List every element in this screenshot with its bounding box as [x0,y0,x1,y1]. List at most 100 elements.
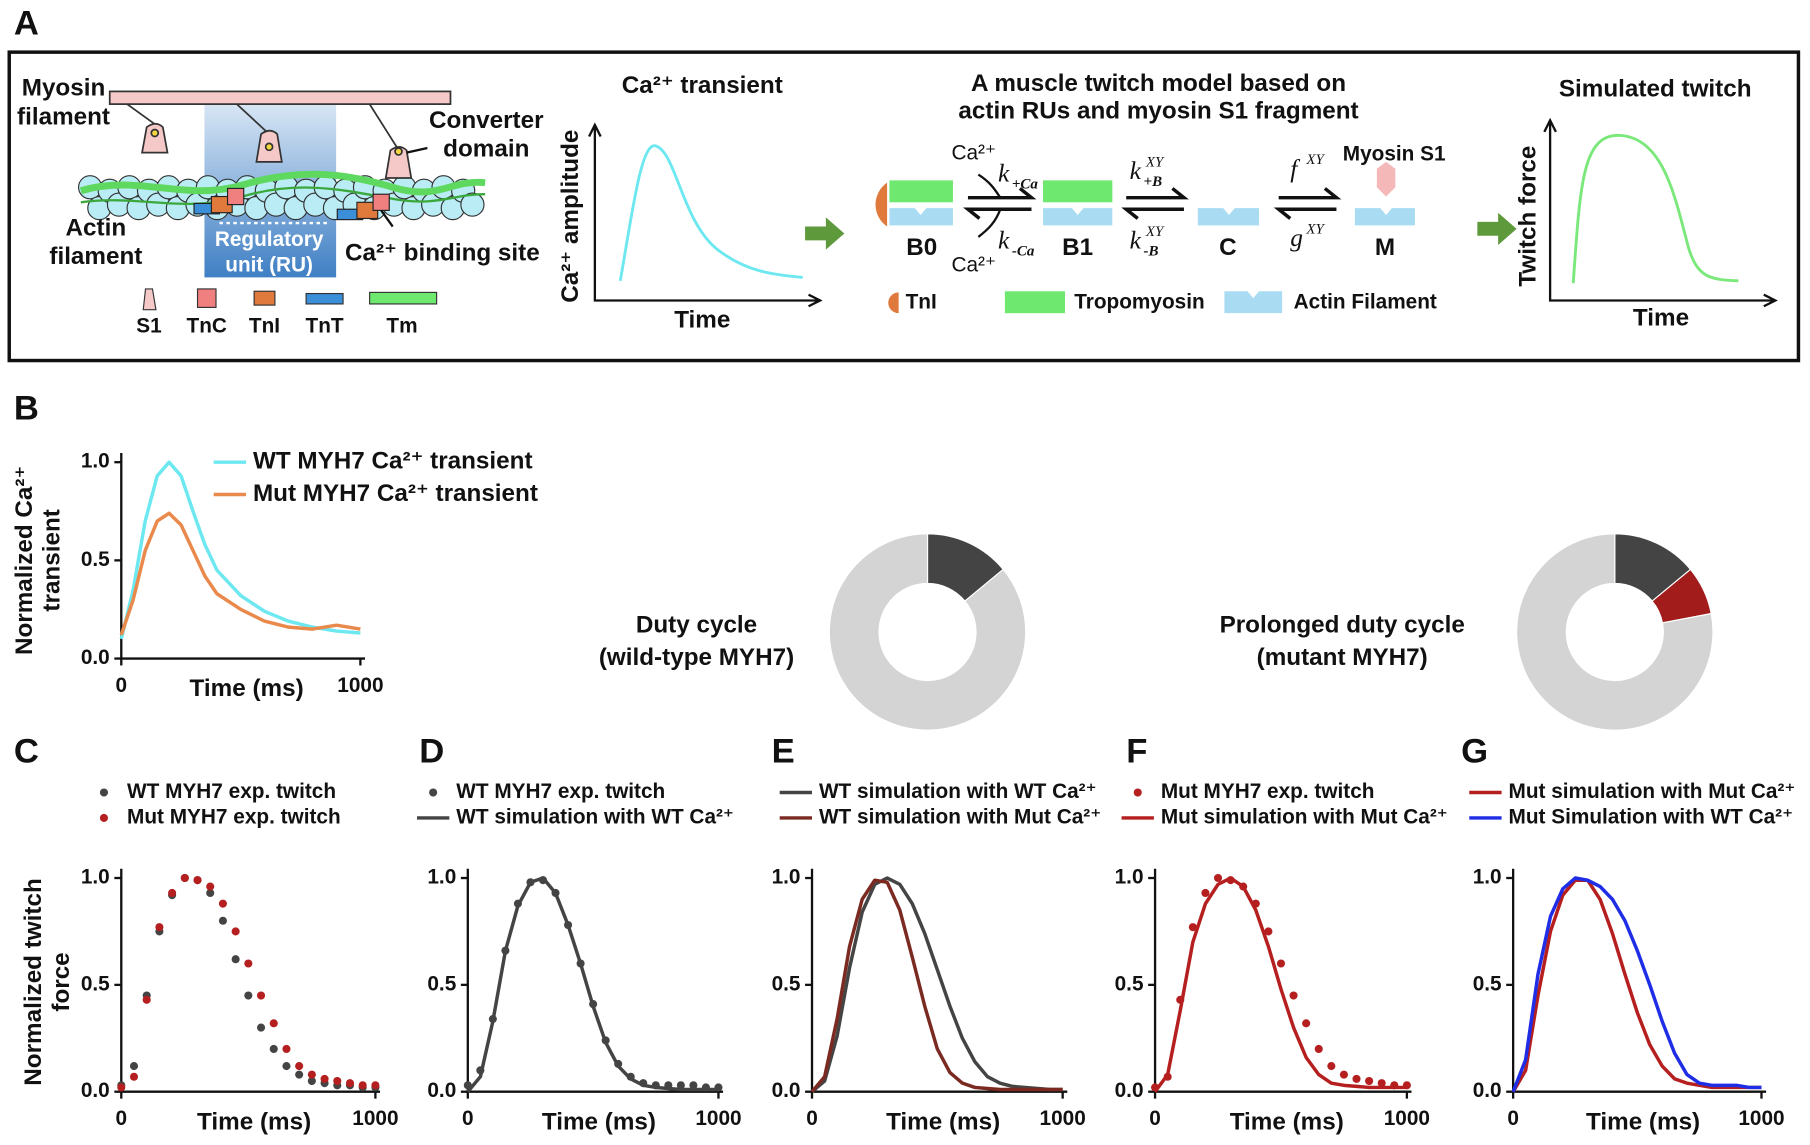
rate-sub: -Ca [1012,243,1035,259]
y-tick-label: 0.5 [772,972,801,995]
y-tick-label: 0.0 [81,646,110,669]
y-tick-label: 0.5 [81,548,110,571]
tni-shape [875,182,888,227]
tnc [226,187,245,206]
flow-arrow [805,217,845,250]
legend-label: TnI [906,290,937,313]
sketch-curve [1571,133,1739,284]
legend-label: WT MYH7 exp. twitch [127,780,336,803]
label: unit (RU) [225,253,313,276]
series-line [1511,878,1762,1093]
myosin-s1-shape [1376,161,1396,197]
sketch-ylabel: Ca²⁺ amplitude [557,130,584,303]
pie-title: Prolonged duty cycle [1220,612,1465,639]
sketch-title: Ca²⁺ transient [622,72,783,99]
rate-sub: +Ca [1012,176,1039,192]
data-point [320,1074,329,1083]
y-axis-label: force [48,952,75,1011]
charts: B 0.0 0.5 1.0 0 1000 Time (ms) Normalized Ca²⁺ t… [11,389,1796,1135]
legend-swatch [99,813,108,822]
legend-label: Tropomyosin [1074,290,1204,313]
y-tick-label: 0.0 [427,1079,456,1102]
data-point [142,995,151,1004]
panel-label: F [1126,732,1147,770]
legend-label: Tm [386,315,417,338]
y-tick-label: 1.0 [427,866,456,889]
label: filament [17,103,110,130]
data-point [676,1081,685,1090]
axes [466,868,724,1093]
x-tick-label: 1000 [1384,1107,1430,1130]
x-tick-label: 1000 [695,1107,741,1130]
rate-sub: -B [1144,243,1159,259]
legend-swatch [99,788,108,797]
data-point [295,1062,304,1071]
data-point [206,882,215,891]
y-tick-label: 0.5 [1115,972,1144,995]
legend-icon [1004,291,1065,314]
data-point [180,873,189,883]
label: Myosin [22,75,106,102]
data-point [1264,927,1273,936]
sketch-axes [1543,117,1778,308]
model-title: A muscle twitch model based on [971,70,1346,97]
x-tick-label: 1000 [352,1107,398,1130]
x-tick-label: 0 [1149,1107,1161,1130]
data-point [231,955,240,964]
legend-label: Mut MYH7 Ca²⁺ transient [253,480,538,507]
equilibrium-arrows [963,173,1342,238]
data-point [1289,991,1298,1000]
y-axis-label: transient [39,509,66,611]
tropomyosin-block [889,180,953,203]
rate-sub: +B [1144,174,1163,190]
data-point [206,888,215,898]
state-label: M [1375,234,1395,261]
legend-swatch [429,788,438,797]
legend-label: TnI [249,315,280,338]
label: Regulatory [215,228,324,251]
series-line [466,876,719,1093]
data-point [193,876,202,885]
series-line [810,878,1063,1093]
data-point [168,888,177,898]
sketch-xlabel: Time [674,307,730,334]
data-point [358,1081,367,1090]
data-point [218,899,227,908]
series-line [1153,876,1407,1093]
legend-swatch [1133,788,1142,797]
data-point [244,991,253,1000]
x-axis-label: Time (ms) [1586,1108,1700,1135]
panel-label: C [14,732,39,770]
y-tick-label: 1.0 [81,450,110,473]
data-point [117,1083,126,1092]
tropomyosin-edge [80,186,486,206]
data-point [1339,1070,1348,1079]
panel-frame [7,50,1801,363]
pie-segment [1516,533,1714,731]
legend-label: Actin Filament [1294,290,1437,313]
data-point [1276,959,1286,968]
y-tick-label: 1.0 [772,866,801,889]
legend-label: Mut simulation with Mut Ca²⁺ [1161,805,1448,828]
legend-label: Mut Simulation with WT Ca²⁺ [1509,805,1794,828]
legend-label: Mut simulation with Mut Ca²⁺ [1509,780,1796,803]
flow-arrow [1477,212,1517,246]
legend-label: TnC [187,315,227,338]
panel-label: B [14,389,39,427]
legend-label: WT simulation with WT Ca²⁺ [819,780,1097,803]
panel-label: G [1461,732,1488,770]
actin-block [1354,208,1415,226]
panel-label: D [419,732,444,770]
panel-label: E [772,732,795,770]
y-tick-label: 1.0 [1115,866,1144,889]
y-tick-label: 0.0 [1473,1079,1502,1102]
model-title: actin RUs and myosin S1 fragment [958,98,1358,125]
series-line [810,876,1063,1094]
y-tick-label: 0.0 [772,1079,801,1102]
data-point [218,916,227,925]
data-point [1365,1076,1374,1086]
sketch-ylabel: Twitch force [1515,146,1542,287]
y-tick-label: 0.0 [81,1079,110,1102]
legend-label: WT simulation with Mut Ca²⁺ [819,805,1101,828]
